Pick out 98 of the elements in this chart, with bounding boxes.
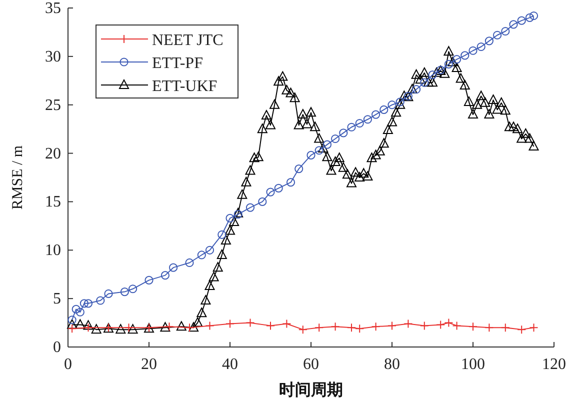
point xyxy=(371,322,380,332)
point xyxy=(347,323,356,332)
point xyxy=(452,55,462,64)
point xyxy=(428,70,437,80)
point xyxy=(128,284,138,294)
y-tick-label: 35 xyxy=(45,0,61,17)
point xyxy=(205,321,214,330)
point xyxy=(404,319,413,328)
x-tick-label: 40 xyxy=(222,356,238,373)
point xyxy=(306,150,316,160)
point xyxy=(322,140,332,149)
point xyxy=(72,304,80,314)
point xyxy=(164,322,174,332)
point xyxy=(372,110,380,119)
point xyxy=(246,318,255,328)
y-tick-label: 30 xyxy=(45,48,61,66)
point xyxy=(412,85,421,94)
legend-label: NEET JTC xyxy=(152,32,224,49)
legend-label: ETT-UKF xyxy=(152,78,218,95)
point xyxy=(347,122,356,132)
point xyxy=(460,51,470,60)
x-tick-label: 0 xyxy=(64,356,72,373)
point xyxy=(396,98,404,106)
point xyxy=(314,146,324,155)
point xyxy=(355,324,364,334)
point xyxy=(339,128,348,138)
point xyxy=(68,316,76,324)
point xyxy=(388,100,396,110)
point xyxy=(501,26,510,36)
point xyxy=(185,258,194,268)
point xyxy=(258,197,267,206)
point xyxy=(388,321,396,330)
point xyxy=(444,60,453,68)
point xyxy=(468,322,478,332)
point xyxy=(298,325,308,334)
point xyxy=(197,250,206,260)
point xyxy=(420,78,429,87)
point xyxy=(266,321,275,330)
point xyxy=(120,287,129,296)
y-tick-label: 0 xyxy=(53,339,61,356)
point xyxy=(314,323,324,332)
point xyxy=(274,184,283,192)
point xyxy=(363,115,372,124)
y-tick-label: 5 xyxy=(53,290,61,308)
point xyxy=(104,289,113,298)
y-tick-label: 15 xyxy=(45,194,61,211)
point xyxy=(80,299,88,308)
point xyxy=(205,246,214,254)
x-tick-label: 120 xyxy=(542,356,566,373)
y-axis-title: RMSE / m xyxy=(10,145,26,210)
point xyxy=(124,323,134,332)
point xyxy=(493,30,502,40)
point xyxy=(84,299,93,308)
point xyxy=(509,20,518,29)
point xyxy=(160,271,170,280)
point xyxy=(476,42,486,52)
y-tick-label: 20 xyxy=(45,145,61,162)
point xyxy=(420,321,429,330)
y-tick-label: 25 xyxy=(45,96,61,114)
point xyxy=(76,308,84,316)
x-tick-label: 80 xyxy=(384,356,400,373)
x-tick-label: 60 xyxy=(303,356,319,373)
point xyxy=(294,164,304,174)
legend-label: ETT-PF xyxy=(152,55,204,72)
point xyxy=(525,13,534,22)
point xyxy=(218,230,226,239)
point xyxy=(266,188,275,196)
point xyxy=(452,321,462,330)
point xyxy=(226,214,234,222)
point xyxy=(246,203,255,212)
point xyxy=(529,11,538,20)
point xyxy=(468,46,478,55)
point xyxy=(436,320,446,330)
point xyxy=(96,296,105,305)
point xyxy=(484,36,494,46)
point xyxy=(185,323,194,332)
point xyxy=(517,16,526,25)
point xyxy=(226,319,234,328)
point xyxy=(529,323,538,332)
point xyxy=(331,134,340,144)
x-axis-title: 时间周期 xyxy=(279,381,343,399)
point xyxy=(355,118,364,128)
point xyxy=(484,323,494,332)
point xyxy=(330,322,340,332)
point xyxy=(84,323,93,332)
point xyxy=(68,324,77,334)
point xyxy=(517,325,526,334)
point xyxy=(500,323,510,332)
x-tick-label: 20 xyxy=(141,356,157,373)
point xyxy=(286,178,296,187)
point xyxy=(444,318,454,328)
y-tick-label: 10 xyxy=(45,242,61,260)
point xyxy=(234,210,242,219)
point xyxy=(282,319,292,328)
point xyxy=(144,276,154,284)
x-tick-label: 100 xyxy=(461,356,485,373)
point xyxy=(380,105,388,114)
point xyxy=(169,263,178,272)
